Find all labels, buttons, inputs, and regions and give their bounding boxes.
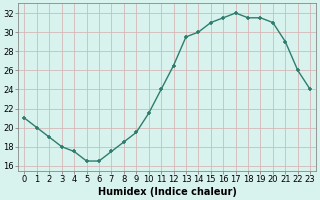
X-axis label: Humidex (Indice chaleur): Humidex (Indice chaleur): [98, 187, 237, 197]
